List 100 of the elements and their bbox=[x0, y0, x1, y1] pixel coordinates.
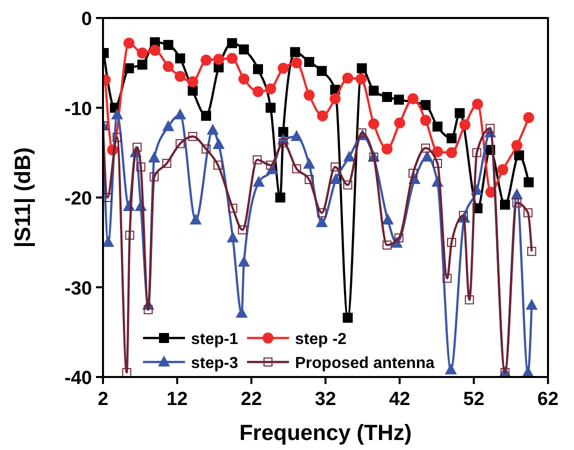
point bbox=[226, 231, 239, 242]
legend-label: step -2 bbox=[295, 331, 347, 348]
point bbox=[265, 83, 276, 94]
point bbox=[206, 124, 219, 135]
point bbox=[343, 180, 352, 190]
point bbox=[330, 93, 341, 104]
point bbox=[304, 175, 314, 184]
point bbox=[162, 158, 172, 168]
point bbox=[330, 173, 342, 184]
legend-label: step-1 bbox=[191, 331, 238, 348]
point bbox=[447, 238, 456, 247]
point bbox=[527, 246, 536, 256]
point bbox=[188, 86, 198, 96]
point bbox=[523, 208, 532, 218]
point bbox=[486, 124, 495, 133]
point bbox=[442, 274, 452, 283]
point bbox=[343, 150, 356, 162]
point bbox=[238, 225, 247, 234]
y-axis-title: |S11| (dB) bbox=[10, 147, 35, 248]
point bbox=[357, 128, 366, 138]
point bbox=[228, 204, 238, 213]
point bbox=[290, 47, 300, 58]
point bbox=[342, 72, 354, 84]
point bbox=[342, 312, 353, 323]
x-tick-label: 52 bbox=[463, 389, 484, 410]
point bbox=[187, 76, 198, 88]
point bbox=[408, 168, 418, 178]
legend-label: Proposed antenna bbox=[295, 355, 435, 372]
point bbox=[163, 40, 174, 50]
point bbox=[472, 98, 484, 110]
point bbox=[459, 119, 470, 130]
point bbox=[132, 142, 142, 152]
point bbox=[175, 53, 186, 64]
point bbox=[394, 118, 406, 129]
x-tick-label: 42 bbox=[389, 389, 410, 410]
point bbox=[174, 108, 186, 120]
point bbox=[278, 126, 288, 137]
point bbox=[524, 177, 534, 188]
point bbox=[472, 148, 482, 158]
y-tick-label: -20 bbox=[64, 188, 92, 210]
point bbox=[317, 110, 328, 122]
point bbox=[136, 162, 146, 172]
point bbox=[124, 63, 134, 74]
point bbox=[213, 160, 222, 170]
point bbox=[162, 60, 174, 72]
point bbox=[330, 162, 340, 172]
x-tick-label: 12 bbox=[166, 389, 188, 410]
x-tick-label: 2 bbox=[98, 389, 108, 410]
point bbox=[421, 144, 430, 153]
point bbox=[446, 147, 458, 158]
point bbox=[420, 100, 431, 110]
point bbox=[137, 60, 148, 70]
point bbox=[356, 74, 367, 85]
point bbox=[238, 256, 250, 267]
point bbox=[136, 48, 148, 59]
point bbox=[304, 56, 314, 67]
point bbox=[144, 305, 153, 314]
point bbox=[432, 122, 442, 132]
point bbox=[356, 63, 367, 74]
legend-label: step-3 bbox=[191, 355, 238, 372]
point bbox=[317, 208, 326, 218]
point bbox=[227, 38, 238, 48]
point bbox=[278, 138, 288, 148]
point bbox=[500, 200, 510, 210]
point bbox=[432, 158, 442, 168]
point bbox=[266, 160, 276, 170]
x-tick-label: 22 bbox=[240, 389, 262, 410]
point bbox=[278, 62, 289, 74]
y-tick-label: 0 bbox=[81, 9, 92, 30]
point bbox=[213, 54, 224, 65]
point bbox=[421, 150, 434, 162]
point bbox=[290, 130, 303, 141]
point bbox=[291, 57, 302, 68]
point bbox=[444, 363, 457, 374]
point bbox=[382, 240, 392, 250]
point bbox=[303, 158, 316, 169]
point bbox=[497, 164, 508, 176]
y-tick-label: -10 bbox=[64, 98, 92, 120]
point bbox=[394, 233, 404, 242]
point bbox=[316, 216, 328, 228]
point bbox=[112, 132, 122, 142]
point bbox=[382, 213, 394, 224]
point bbox=[458, 210, 468, 220]
point bbox=[368, 118, 380, 130]
point bbox=[253, 64, 264, 74]
point bbox=[111, 108, 124, 120]
x-axis-title: Frequency (THz) bbox=[239, 420, 412, 445]
point bbox=[238, 74, 250, 85]
point bbox=[236, 306, 248, 318]
point bbox=[123, 38, 134, 49]
point bbox=[464, 295, 474, 304]
point bbox=[252, 176, 265, 187]
point bbox=[514, 150, 524, 160]
point bbox=[212, 138, 225, 150]
y-tick-label: -40 bbox=[64, 368, 92, 389]
point bbox=[176, 139, 185, 148]
point bbox=[292, 164, 302, 174]
point bbox=[394, 94, 404, 105]
point bbox=[252, 86, 264, 98]
y-tick-label: -30 bbox=[64, 278, 92, 300]
